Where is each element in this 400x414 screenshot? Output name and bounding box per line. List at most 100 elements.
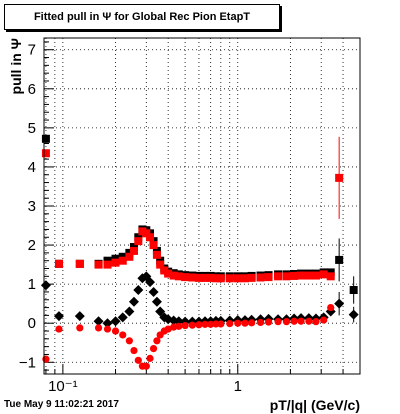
y-tick-label: 5 bbox=[28, 120, 36, 137]
data-point bbox=[326, 272, 335, 281]
y-tick-label: 4 bbox=[28, 159, 36, 176]
data-point bbox=[169, 271, 178, 280]
data-point bbox=[240, 274, 249, 283]
data-point bbox=[93, 316, 104, 327]
data-point bbox=[42, 355, 50, 363]
y-tick-label: −1 bbox=[19, 354, 36, 371]
data-point bbox=[94, 324, 103, 332]
data-point bbox=[274, 318, 282, 326]
data-point bbox=[201, 273, 210, 282]
data-point bbox=[149, 241, 158, 250]
data-layer bbox=[40, 134, 359, 370]
tick-label-layer: −1 0 1 2 3 4 5 6 7 10⁻¹ 1 bbox=[19, 42, 242, 395]
data-point bbox=[124, 306, 135, 317]
data-point bbox=[320, 316, 328, 324]
data-point bbox=[225, 274, 234, 283]
data-point bbox=[195, 321, 203, 329]
y-tick-label: 3 bbox=[28, 198, 36, 215]
y-tick-label: 2 bbox=[28, 237, 36, 254]
data-point bbox=[349, 286, 358, 294]
data-point bbox=[110, 316, 121, 327]
data-point bbox=[305, 317, 313, 325]
data-point bbox=[55, 325, 63, 333]
data-point bbox=[117, 312, 128, 323]
data-point bbox=[290, 271, 299, 280]
data-point bbox=[297, 271, 306, 280]
data-point bbox=[76, 324, 84, 332]
y-tick-label: 7 bbox=[28, 42, 36, 59]
data-point bbox=[134, 356, 142, 364]
data-point bbox=[304, 271, 313, 280]
x-axis-label: pT/|q| (GeV/c) bbox=[270, 397, 360, 413]
data-point bbox=[226, 320, 234, 328]
y-tick-label: 6 bbox=[28, 81, 36, 98]
data-point bbox=[174, 272, 183, 281]
data-point bbox=[312, 318, 320, 326]
data-point bbox=[233, 274, 242, 283]
data-point bbox=[247, 273, 256, 282]
data-point bbox=[129, 246, 138, 255]
data-point bbox=[152, 250, 161, 259]
data-point bbox=[41, 149, 50, 158]
data-point bbox=[201, 320, 209, 328]
chart-title: Fitted pull in Ψ for Global Rec Pion Eta… bbox=[4, 4, 280, 30]
data-point bbox=[111, 327, 120, 335]
data-point bbox=[103, 260, 112, 269]
data-point bbox=[194, 273, 203, 282]
data-point bbox=[119, 331, 127, 339]
data-point bbox=[128, 296, 139, 307]
data-point bbox=[130, 346, 138, 355]
data-point bbox=[248, 319, 256, 327]
data-point bbox=[282, 318, 291, 326]
data-point bbox=[282, 272, 291, 281]
data-point bbox=[118, 256, 127, 265]
x-tick-label: 10⁻¹ bbox=[48, 378, 78, 395]
data-point bbox=[334, 298, 345, 309]
data-point bbox=[217, 320, 225, 328]
series-square-red bbox=[41, 136, 344, 283]
data-point bbox=[234, 319, 242, 327]
data-point bbox=[125, 252, 134, 261]
data-point bbox=[175, 322, 183, 330]
data-point bbox=[211, 274, 220, 283]
data-point bbox=[274, 272, 283, 281]
data-point bbox=[145, 277, 156, 288]
data-point bbox=[149, 345, 158, 353]
data-point bbox=[111, 258, 120, 267]
data-point bbox=[348, 309, 359, 320]
data-point bbox=[41, 134, 50, 143]
data-point bbox=[134, 237, 143, 246]
plot-frame bbox=[43, 37, 361, 375]
data-point bbox=[207, 320, 215, 328]
data-point bbox=[319, 270, 328, 279]
data-point bbox=[148, 286, 159, 297]
data-point bbox=[151, 296, 162, 307]
data-point bbox=[40, 280, 51, 291]
data-point bbox=[74, 311, 85, 322]
data-point bbox=[54, 259, 63, 268]
y-axis-label: pull in Ψ bbox=[8, 38, 24, 94]
data-point bbox=[256, 273, 265, 282]
y-tick-label: 1 bbox=[28, 276, 36, 293]
data-point bbox=[290, 317, 298, 325]
data-point bbox=[146, 233, 155, 242]
data-point bbox=[164, 269, 173, 278]
data-point bbox=[103, 325, 112, 333]
data-point bbox=[156, 260, 165, 269]
data-point bbox=[216, 274, 225, 283]
data-point bbox=[181, 321, 189, 330]
data-point bbox=[264, 318, 273, 326]
data-point bbox=[153, 337, 161, 345]
data-point bbox=[206, 273, 215, 282]
data-point bbox=[146, 354, 154, 362]
data-point bbox=[164, 325, 172, 333]
x-tick-label: 1 bbox=[234, 378, 242, 395]
data-point bbox=[297, 317, 305, 325]
data-point bbox=[335, 173, 344, 182]
series-circle-red bbox=[42, 303, 335, 370]
data-point bbox=[188, 321, 196, 329]
data-point bbox=[142, 362, 150, 370]
data-point bbox=[133, 285, 144, 295]
data-point bbox=[241, 319, 249, 327]
